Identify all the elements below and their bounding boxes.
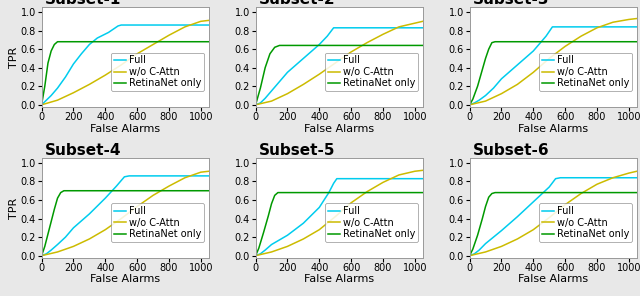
- Text: Subset-4: Subset-4: [45, 143, 122, 158]
- Text: Subset-3: Subset-3: [473, 0, 550, 7]
- Text: Subset-1: Subset-1: [45, 0, 122, 7]
- X-axis label: False Alarms: False Alarms: [90, 124, 160, 133]
- Text: Subset-5: Subset-5: [259, 143, 335, 158]
- Y-axis label: TPR: TPR: [10, 197, 19, 218]
- Legend: Full, w/o C-Attn, RetinaNet only: Full, w/o C-Attn, RetinaNet only: [325, 203, 418, 242]
- X-axis label: False Alarms: False Alarms: [304, 124, 374, 133]
- Text: Subset-6: Subset-6: [473, 143, 550, 158]
- Legend: Full, w/o C-Attn, RetinaNet only: Full, w/o C-Attn, RetinaNet only: [325, 53, 418, 91]
- Legend: Full, w/o C-Attn, RetinaNet only: Full, w/o C-Attn, RetinaNet only: [539, 53, 632, 91]
- Legend: Full, w/o C-Attn, RetinaNet only: Full, w/o C-Attn, RetinaNet only: [111, 53, 204, 91]
- Legend: Full, w/o C-Attn, RetinaNet only: Full, w/o C-Attn, RetinaNet only: [539, 203, 632, 242]
- Text: Subset-2: Subset-2: [259, 0, 335, 7]
- X-axis label: False Alarms: False Alarms: [518, 124, 588, 133]
- Legend: Full, w/o C-Attn, RetinaNet only: Full, w/o C-Attn, RetinaNet only: [111, 203, 204, 242]
- X-axis label: False Alarms: False Alarms: [304, 274, 374, 284]
- X-axis label: False Alarms: False Alarms: [90, 274, 160, 284]
- X-axis label: False Alarms: False Alarms: [518, 274, 588, 284]
- Y-axis label: TPR: TPR: [10, 46, 19, 68]
